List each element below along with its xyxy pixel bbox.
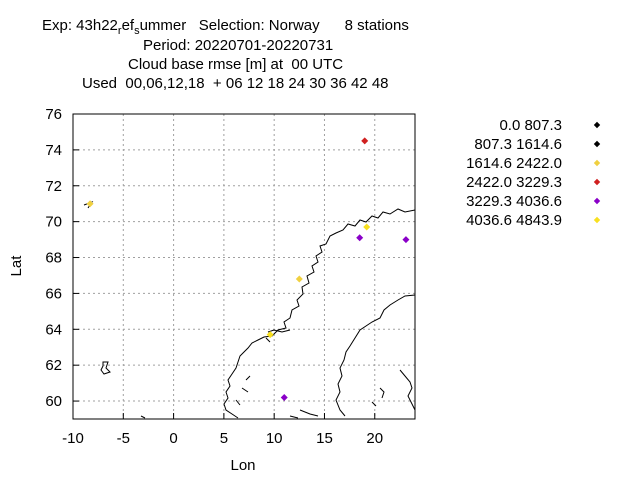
x-tick-label: -5 xyxy=(117,430,130,447)
station-point xyxy=(280,393,288,401)
legend-marker xyxy=(593,140,601,148)
legend-entry-label: 0.0 807.3 xyxy=(499,117,562,134)
legend-entry-label: 4036.6 4843.9 xyxy=(466,212,562,229)
legend: 0.0 807.3 807.3 1614.6 1614.6 2422.0 2422.0… xyxy=(466,117,601,229)
legend-marker xyxy=(593,121,601,129)
x-tick-label: 20 xyxy=(366,430,383,447)
station-point xyxy=(266,331,274,339)
y-tick-label: 70 xyxy=(45,214,62,231)
y-tick-label: 76 xyxy=(45,106,62,123)
chart-title-line-1: Exp: 43h22refsummer Selection: Norway 8 … xyxy=(42,17,409,37)
y-tick-label: 66 xyxy=(45,285,62,302)
y-tick-label: 64 xyxy=(45,321,62,338)
grid-lines xyxy=(73,114,415,419)
x-tick-label: -10 xyxy=(62,430,84,447)
plot-frame xyxy=(72,113,416,420)
station-point xyxy=(363,223,371,231)
legend-marker xyxy=(593,216,601,224)
legend-entry-label: 807.3 1614.6 xyxy=(474,136,562,153)
station-point xyxy=(295,275,303,283)
x-tick-label: 15 xyxy=(316,430,333,447)
legend-entry-label: 3229.3 4036.6 xyxy=(466,193,562,210)
x-tick-label: 0 xyxy=(169,430,177,447)
x-axis-label: Lon xyxy=(230,457,255,474)
station-point xyxy=(361,137,369,145)
y-tick-label: 62 xyxy=(45,357,62,374)
legend-marker xyxy=(593,178,601,186)
y-tick-label: 68 xyxy=(45,250,62,267)
x-tick-label: 5 xyxy=(220,430,228,447)
station-point xyxy=(356,234,364,242)
coastline-map xyxy=(83,200,416,419)
legend-marker xyxy=(593,159,601,167)
y-tick-label: 74 xyxy=(45,142,62,159)
station-point xyxy=(86,200,94,208)
legend-entry-label: 1614.6 2422.0 xyxy=(466,155,562,172)
chart-title-used: Used 00,06,12,18 + 06 12 18 24 30 36 42 … xyxy=(82,75,389,92)
y-axis-label: Lat xyxy=(8,255,25,277)
x-tick-label: 10 xyxy=(266,430,283,447)
chart-title-variable: Cloud base rmse [m] at 00 UTC xyxy=(128,56,344,73)
station-point xyxy=(402,236,410,244)
legend-entry-label: 2422.0 3229.3 xyxy=(466,174,562,191)
legend-marker xyxy=(593,197,601,205)
chart-title-period: Period: 20220701-20220731 xyxy=(143,37,334,54)
y-tick-label: 60 xyxy=(45,393,62,410)
y-tick-label: 72 xyxy=(45,178,62,195)
